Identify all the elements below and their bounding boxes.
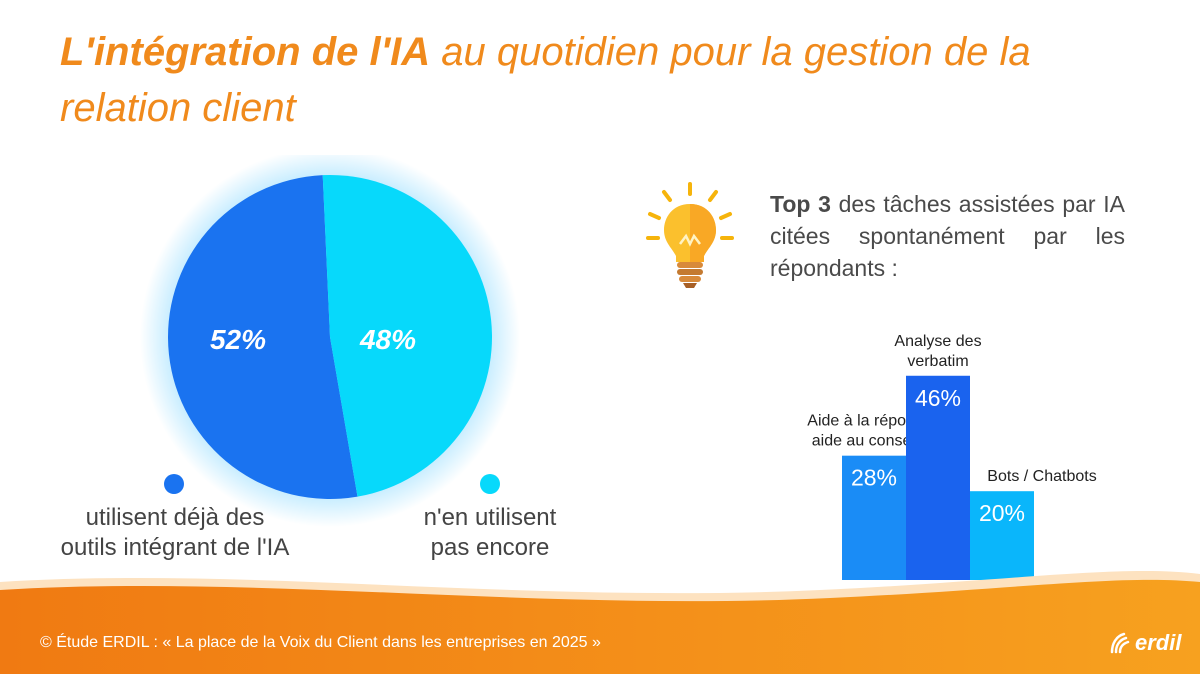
pie-chart: 52% 48% bbox=[140, 155, 520, 527]
lightbulb-icon bbox=[646, 182, 734, 288]
legend-used-line1: utilisent déjà des bbox=[85, 504, 265, 531]
bar-label-0-1: aide au conseiller bbox=[812, 433, 937, 450]
bar-label-2-0: Bots / Chatbots bbox=[987, 468, 1096, 485]
erdil-logo: erdil bbox=[1108, 630, 1181, 656]
bar-chart: 28%Aide à la réponse /aide au conseiller… bbox=[807, 333, 1097, 580]
top3-bold: Top 3 bbox=[770, 191, 831, 217]
bar-1 bbox=[906, 375, 970, 580]
bar-0 bbox=[842, 455, 906, 580]
legend-dot-used bbox=[164, 474, 184, 494]
pie-label-used: 52% bbox=[210, 324, 266, 355]
footer-wave bbox=[0, 571, 1200, 674]
bar-value-1: 46% bbox=[915, 385, 961, 411]
pie-slice-0 bbox=[168, 175, 358, 499]
pie-slice-1 bbox=[322, 175, 492, 497]
title-light: au quotidien pour la gestion de la relat… bbox=[60, 30, 1031, 130]
legend-not-used-line2: pas encore bbox=[430, 534, 550, 561]
page-title: L'intégration de l'IA au quotidien pour … bbox=[60, 24, 1160, 136]
legend-not-used-line1: n'en utilisent bbox=[423, 504, 557, 531]
legend-dot-not-used bbox=[480, 474, 500, 494]
legend-text-not-used: n'en utilisent pas encore bbox=[385, 503, 595, 563]
title-bold: L'intégration de l'IA bbox=[60, 30, 431, 74]
bar-value-0: 28% bbox=[851, 465, 897, 491]
top3-description: Top 3 des tâches assistées par IA citées… bbox=[770, 188, 1125, 284]
legend-used-line2: outils intégrant de l'IA bbox=[60, 534, 290, 561]
bar-value-2: 20% bbox=[979, 500, 1025, 526]
erdil-logo-icon bbox=[1110, 632, 1130, 654]
legend-text-used: utilisent déjà des outils intégrant de l… bbox=[30, 503, 320, 563]
pie-label-not-used: 48% bbox=[359, 324, 416, 355]
bar-2 bbox=[970, 491, 1034, 580]
erdil-logo-text: erdil bbox=[1135, 630, 1182, 655]
bar-label-1-1: verbatim bbox=[907, 353, 968, 370]
bar-label-1-0: Analyse des bbox=[894, 333, 981, 350]
top3-text: des tâches assistées par IA citées spont… bbox=[770, 191, 1126, 281]
footer-source: © Étude ERDIL : « La place de la Voix du… bbox=[40, 634, 601, 651]
